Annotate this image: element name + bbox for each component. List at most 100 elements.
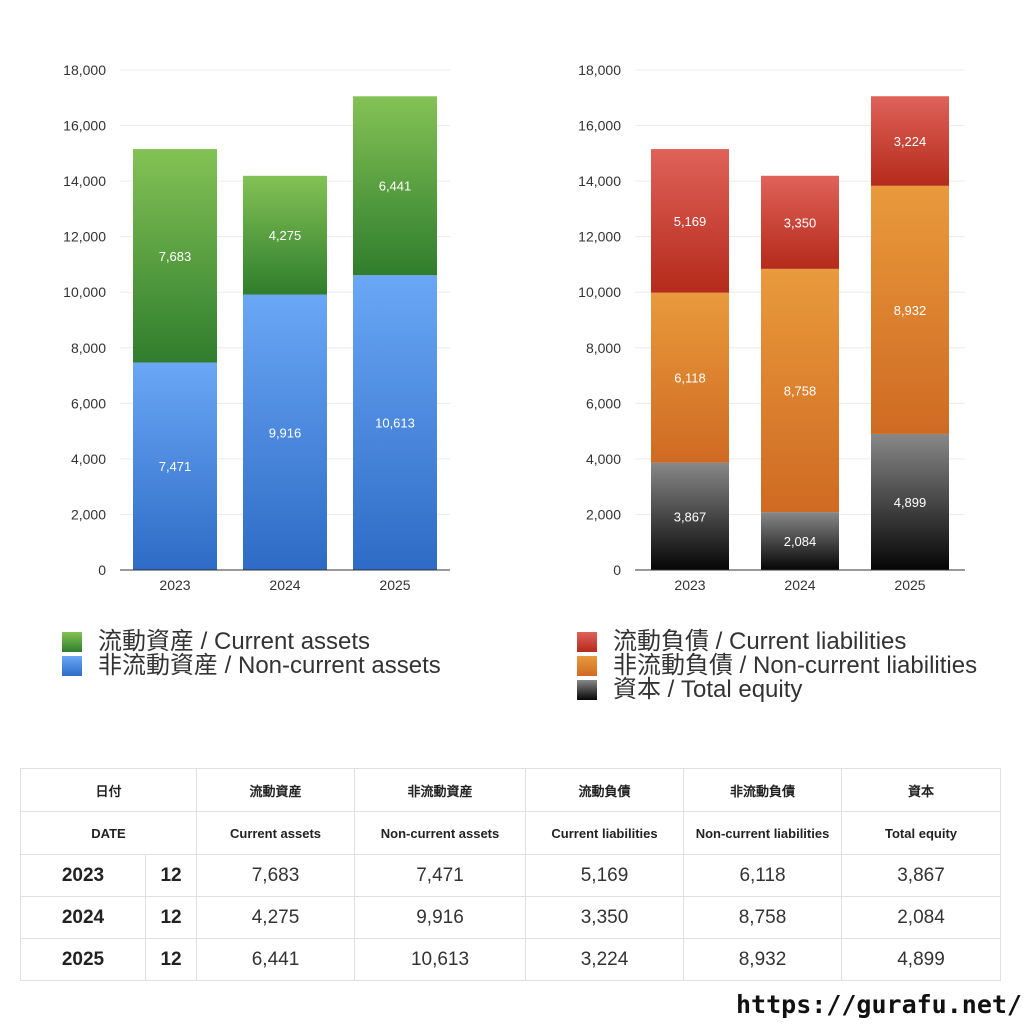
bar-segment <box>651 149 729 293</box>
x-tick-label: 2025 <box>894 577 925 593</box>
cell-non-current-assets: 9,916 <box>354 896 527 939</box>
bar-segment <box>133 149 217 363</box>
x-tick-label: 2023 <box>674 577 705 593</box>
bar-segment <box>243 294 327 570</box>
header-date-jp: 日付 <box>19 768 198 812</box>
data-label: 7,683 <box>159 249 192 264</box>
table-row: 2023 12 7,683 7,471 5,169 6,118 3,867 <box>20 854 1002 897</box>
cell-non-current-assets: 10,613 <box>354 938 527 981</box>
y-tick-label: 4,000 <box>586 451 621 467</box>
cell-total-equity: 4,899 <box>841 938 1002 981</box>
bar-segment <box>871 185 949 434</box>
cell-current-assets: 6,441 <box>196 938 356 981</box>
row-month: 12 <box>144 938 198 981</box>
data-label: 3,350 <box>784 215 817 230</box>
bar-segment <box>761 268 839 513</box>
legend-label-non-current-assets: 非流動資産 / Non-current assets <box>98 652 441 679</box>
header-non-current-liabilities-jp: 非流動負債 <box>683 768 843 812</box>
data-label: 6,118 <box>674 371 706 386</box>
y-tick-label: 2,000 <box>586 506 621 522</box>
cell-current-liabilities: 3,224 <box>525 938 685 981</box>
y-tick-label: 14,000 <box>63 173 106 189</box>
y-tick-label: 0 <box>613 562 621 578</box>
data-label: 2,084 <box>784 534 817 549</box>
y-tick-label: 8,000 <box>586 340 621 356</box>
legend-swatch-current-liabilities <box>577 632 597 652</box>
chart-liabilities: 0 2,000 4,000 6,000 8,000 10,000 12,000 14,000 1… <box>578 62 965 593</box>
legend-item-current-assets: 流動資産 / Current assets <box>62 630 441 654</box>
y-tick-label: 16,000 <box>578 118 621 134</box>
y-tick-label: 8,000 <box>71 340 106 356</box>
data-label: 8,758 <box>784 383 817 398</box>
header-current-liabilities-jp: 流動負債 <box>525 768 685 812</box>
legend-item-non-current-assets: 非流動資産 / Non-current assets <box>62 654 441 678</box>
cell-current-assets: 7,683 <box>196 854 356 897</box>
legend-item-current-liabilities: 流動負債 / Current liabilities <box>577 630 977 654</box>
y-tick-label: 6,000 <box>586 395 621 411</box>
legend-label-non-current-liabilities: 非流動負債 / Non-current liabilities <box>613 652 978 679</box>
bar-segment <box>243 175 327 295</box>
cell-non-current-liabilities: 8,758 <box>683 896 843 939</box>
charts-area: 0 2,000 4,000 6,000 8,000 10,000 12,000 14,000 1… <box>63 62 965 593</box>
footer-url-link[interactable]: https://gurafu.net/ <box>736 990 1022 1019</box>
legend-swatch-non-current-assets <box>62 656 82 676</box>
y-tick-label: 2,000 <box>71 506 106 522</box>
y-tick-label: 10,000 <box>63 284 106 300</box>
cell-current-liabilities: 5,169 <box>525 854 685 897</box>
legend-item-non-current-liabilities: 非流動負債 / Non-current liabilities <box>577 654 977 678</box>
row-year: 2024 <box>20 896 146 939</box>
y-tick-label: 14,000 <box>578 173 621 189</box>
row-year: 2023 <box>20 854 146 897</box>
table-row: 2025 12 6,441 10,613 3,224 8,932 4,899 <box>20 938 1002 981</box>
chart-assets: 0 2,000 4,000 6,000 8,000 10,000 12,000 14,000 1… <box>63 62 450 593</box>
data-label: 7,471 <box>159 459 192 474</box>
data-label: 8,932 <box>894 303 927 318</box>
data-label: 9,916 <box>269 425 302 440</box>
header-current-assets-jp: 流動資産 <box>196 768 356 812</box>
bar-segment <box>353 96 437 276</box>
x-tick-label: 2023 <box>159 577 190 593</box>
header-total-equity-jp: 資本 <box>841 768 1002 812</box>
row-year: 2025 <box>20 938 146 981</box>
cell-non-current-assets: 7,471 <box>354 854 527 897</box>
header-non-current-assets-en: Non-current assets <box>354 811 527 855</box>
bar-segment <box>353 275 437 570</box>
data-label: 10,613 <box>375 416 415 431</box>
table-header-row-en: DATE Current assets Non-current assets C… <box>19 811 1002 855</box>
bar-segment <box>133 362 217 570</box>
header-date-en: DATE <box>19 811 198 855</box>
y-tick-label: 4,000 <box>71 451 106 467</box>
legend-liabilities-equity: 流動負債 / Current liabilities 非流動負債 / Non-c… <box>577 630 977 702</box>
legend-item-total-equity: 資本 / Total equity <box>577 678 977 702</box>
y-tick-label: 12,000 <box>578 229 621 245</box>
y-tick-label: 0 <box>98 562 106 578</box>
data-label: 4,899 <box>894 495 927 510</box>
x-tick-label: 2024 <box>784 577 815 593</box>
table-row: 2024 12 4,275 9,916 3,350 8,758 2,084 <box>20 896 1002 939</box>
header-total-equity-en: Total equity <box>841 811 1002 855</box>
bar-segment <box>761 175 839 269</box>
cell-total-equity: 2,084 <box>841 896 1002 939</box>
y-tick-label: 16,000 <box>63 118 106 134</box>
row-month: 12 <box>144 896 198 939</box>
data-label: 3,867 <box>674 509 707 524</box>
header-current-assets-en: Current assets <box>196 811 356 855</box>
table-header-row-jp: 日付 流動資産 非流動資産 流動負債 非流動負債 資本 <box>19 768 1002 812</box>
bar-segment <box>651 462 729 570</box>
legend-swatch-non-current-liabilities <box>577 656 597 676</box>
bar-segment <box>761 512 839 570</box>
data-label: 4,275 <box>269 228 302 243</box>
row-month: 12 <box>144 854 198 897</box>
cell-total-equity: 3,867 <box>841 854 1002 897</box>
data-label: 6,441 <box>379 179 412 194</box>
x-tick-label: 2025 <box>379 577 410 593</box>
data-label: 3,224 <box>894 134 927 149</box>
bar-segment <box>871 433 949 570</box>
cell-current-assets: 4,275 <box>196 896 356 939</box>
bar-segment <box>871 96 949 186</box>
cell-current-liabilities: 3,350 <box>525 896 685 939</box>
legend-swatch-total-equity <box>577 680 597 700</box>
legend-swatch-current-assets <box>62 632 82 652</box>
header-current-liabilities-en: Current liabilities <box>525 811 685 855</box>
y-tick-label: 10,000 <box>578 284 621 300</box>
